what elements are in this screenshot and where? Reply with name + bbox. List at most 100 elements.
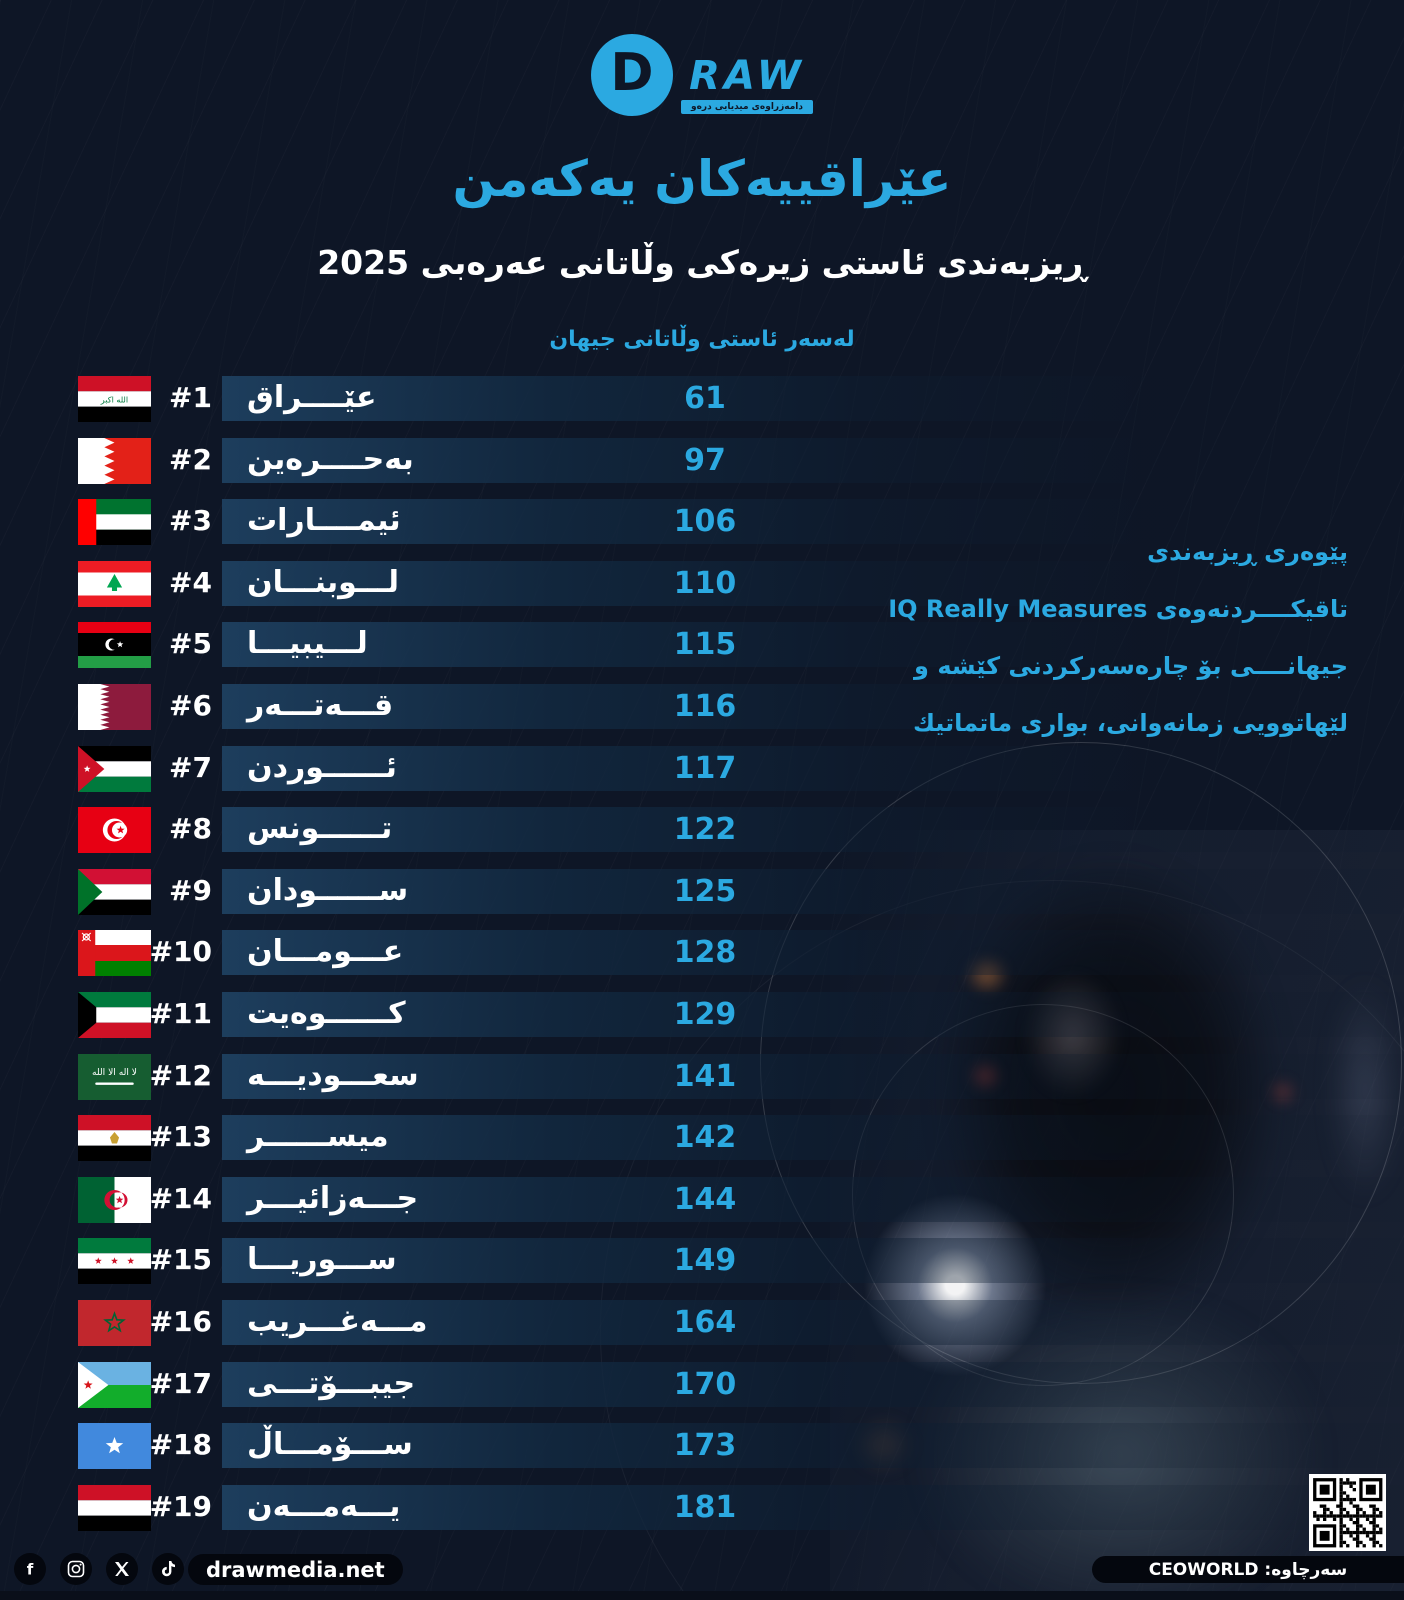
flag-jordan-icon: [78, 745, 151, 792]
flag-libya-icon: [78, 622, 151, 669]
rank-label: #5: [169, 627, 212, 661]
instagram-icon[interactable]: [60, 1553, 92, 1585]
world-rank-value: 141: [673, 1058, 737, 1094]
score-bar: ســــــودان 125: [222, 868, 1404, 914]
page-title: عێراقییەکان یەکەمن: [452, 150, 952, 208]
x-icon[interactable]: [106, 1553, 138, 1585]
qr-code: [1309, 1474, 1386, 1551]
country-name: لـــوبنـــان: [247, 564, 399, 600]
website-label: drawmedia.net: [206, 1557, 385, 1582]
methodology-note: پێوەری ڕیزبەندی تاقیکــــردنەوەی IQ Reall…: [868, 524, 1348, 752]
world-rank-value: 149: [673, 1243, 737, 1279]
ranking-row: #14 جـــەزائیـــر 144: [0, 1176, 1404, 1223]
country-name: سعـــودیـــە: [247, 1057, 419, 1093]
score-bar: لـــوبنـــان 110: [222, 560, 1404, 606]
rank-label: #1: [169, 381, 212, 414]
flag-sudan-icon: [78, 868, 151, 915]
world-rank-value: 128: [673, 935, 737, 971]
svg-text:الله اكبر: الله اكبر: [100, 396, 128, 405]
score-bar: ئــــــوردن 117: [222, 745, 1404, 791]
ranking-row: الله اكبر #1 عێــــراق 61: [0, 376, 1404, 422]
ranking-row: #8 تــــــونس 122: [0, 807, 1404, 854]
rank-label: #18: [149, 1428, 212, 1462]
world-rank-value: 117: [673, 750, 737, 786]
country-name: ئــــــوردن: [247, 749, 397, 785]
score-bar: جـــەزائیـــر 144: [222, 1176, 1404, 1222]
country-name: جـــەزائیـــر: [247, 1180, 419, 1216]
methodology-note-line: تاقیکــــردنەوەی IQ Really Measures: [888, 595, 1348, 623]
rank-label: #9: [169, 873, 212, 907]
flag-uae-icon: [78, 499, 151, 546]
country-name: بەحــــرەین: [247, 441, 414, 477]
rank-label: #16: [149, 1305, 212, 1338]
rank-label: #19: [149, 1489, 212, 1523]
country-name: ســـۆمـــاڵ: [247, 1427, 413, 1463]
rank-label: #6: [169, 689, 212, 722]
score-bar: سعـــودیـــە 141: [222, 1053, 1404, 1099]
methodology-note-line: لێهاتوویی زمانەوانی، بواری ماتماتیك: [912, 709, 1348, 737]
world-rank-value: 61: [684, 381, 726, 416]
score-bar: ســـۆمـــاڵ 173: [222, 1423, 1404, 1469]
rank-label: #17: [149, 1366, 212, 1400]
flag-morocco-icon: [78, 1300, 151, 1346]
ranking-row: #2 بەحــــرەین 97: [0, 437, 1404, 484]
score-bar: میســــــر 142: [222, 1115, 1404, 1161]
rank-label: #13: [149, 1120, 212, 1154]
ranking-row: لا اله الا الله #12 سعـــودیـــە 141: [0, 1053, 1404, 1100]
country-name: مـــەغـــریب: [247, 1304, 428, 1339]
score-bar: یـــەمـــەن 181: [222, 1484, 1404, 1530]
world-rank-value: 173: [673, 1428, 737, 1464]
country-name: ســــــودان: [247, 872, 409, 908]
score-bar: جیبـــۆتـــی 170: [222, 1361, 1404, 1407]
facebook-icon[interactable]: f: [14, 1553, 46, 1585]
score-bar: عـــومـــان 128: [222, 930, 1404, 976]
tiktok-icon[interactable]: [152, 1553, 184, 1585]
flag-lebanon-icon: [78, 560, 151, 607]
methodology-note-line: پێوەری ڕیزبەندی: [1147, 538, 1348, 566]
country-name: كــــــوەیت: [247, 996, 406, 1031]
score-bar: عێــــراق 61: [222, 376, 1404, 421]
website-pill[interactable]: drawmedia.net: [188, 1554, 403, 1585]
rank-label: #7: [169, 750, 212, 784]
page-subtitle: ڕیزبەندی ئاستی زیرەکی وڵاتانی عەرەبی 202…: [317, 243, 1087, 282]
country-name: ســـوریـــا: [247, 1242, 397, 1278]
flag-djibouti-icon: [78, 1361, 151, 1408]
world-rank-value: 122: [673, 812, 737, 848]
ranking-row: #16 مـــەغـــریب 164: [0, 1300, 1404, 1346]
country-name: تــــــونس: [247, 811, 393, 847]
flag-bahrain-icon: [78, 437, 151, 484]
score-bar: لـــیبیـــا 115: [222, 622, 1404, 668]
flag-oman-icon: [78, 930, 151, 977]
score-bar: مـــەغـــریب 164: [222, 1300, 1404, 1345]
score-bar: قـــەتـــەر 116: [222, 684, 1404, 729]
world-rank-value: 106: [673, 504, 737, 540]
flag-syria-icon: [78, 1238, 151, 1285]
rank-label: #2: [169, 442, 212, 476]
svg-text:f: f: [27, 1561, 34, 1579]
country-name: لـــیبیـــا: [247, 626, 368, 662]
flag-egypt-icon: [78, 1115, 151, 1162]
rank-label: #11: [149, 997, 212, 1030]
score-bar: تــــــونس 122: [222, 807, 1404, 853]
ranking-row: #10 عـــومـــان 128: [0, 930, 1404, 977]
score-bar: كــــــوەیت 129: [222, 992, 1404, 1037]
rank-label: #12: [149, 1058, 212, 1092]
draw-logo-d: D: [610, 43, 654, 103]
country-name: عێــــراق: [247, 380, 377, 415]
country-name: قـــەتـــەر: [247, 688, 394, 723]
ranking-row: #19 یـــەمـــەن 181: [0, 1484, 1404, 1531]
ranking-row: #4 لـــوبنـــان 110: [0, 560, 1404, 607]
flag-tunisia-icon: [78, 807, 151, 854]
ranking-row: #6 قـــەتـــەر 116: [0, 684, 1404, 730]
draw-logo: D RAW دامەزراوەی میدیایی درەو: [0, 34, 1404, 116]
flag-saudi-icon: لا اله الا الله: [78, 1053, 151, 1100]
ranking-row: #15 ســـوریـــا 149: [0, 1238, 1404, 1285]
score-bar: ســـوریـــا 149: [222, 1238, 1404, 1284]
world-rank-value: 142: [673, 1120, 737, 1156]
ranking-row: #11 كــــــوەیت 129: [0, 992, 1404, 1038]
column-header-world-level: لەسەر ئاستی وڵاتانی جیهان: [549, 327, 855, 352]
methodology-note-line: جیهانــــی بۆ چارەسەرکردنی کێشە و: [914, 652, 1348, 680]
svg-text:لا اله الا الله: لا اله الا الله: [92, 1068, 137, 1078]
flag-kuwait-icon: [78, 992, 151, 1038]
